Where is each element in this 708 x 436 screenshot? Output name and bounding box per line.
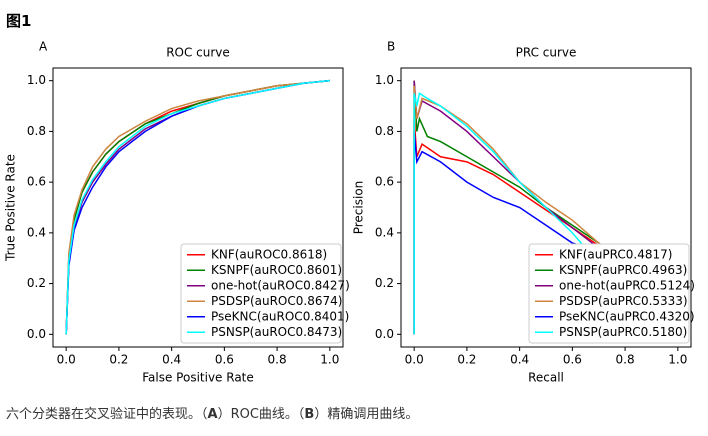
panel-label: A [39,40,48,54]
line-series [65,79,330,335]
x-tick-label: 0.6 [215,353,234,367]
legend-label: PSNSP(auPRC0.5180) [559,325,687,339]
line-series [413,80,605,335]
legend-label: KNF(auROC0.8618) [211,247,327,261]
legend-box [180,243,342,344]
line-series [413,131,589,335]
y-tick-label: 0.6 [27,175,46,189]
x-tick-label: 0.0 [405,353,424,367]
y-axis-label: True Positive Rate [4,154,18,262]
x-tick-label: 0.8 [268,353,287,367]
y-axis-label: Precision [352,181,366,235]
plot-frame [400,67,692,348]
line-series [413,85,610,335]
legend-label: PSNSP(auROC0.8473) [211,325,342,339]
chart-title: PRC curve [516,46,577,60]
x-tick-label: 0.6 [563,353,582,367]
x-tick-label: 0.4 [162,353,181,367]
caption-text: 六个分类器在交叉验证中的表现。（ [6,407,208,422]
legend-label: one-hot(auROC0.8427) [211,278,350,292]
y-tick-label: 0.4 [27,225,46,239]
line-series [65,79,330,335]
y-tick-label: 0.0 [27,327,46,341]
x-tick-label: 0.8 [616,353,635,367]
caption-bold: A [207,407,218,422]
plot-frame [52,67,344,348]
y-tick-label: 0.2 [375,276,394,290]
line-series [413,92,587,335]
panel-label: B [387,40,395,54]
chart-title: ROC curve [166,46,230,60]
y-tick-label: 0.8 [375,124,394,138]
figure-label: 图1 [6,12,32,30]
y-tick-label: 1.0 [375,73,394,87]
legend-label: PSDSP(auPRC0.5333) [559,294,688,308]
y-tick-label: 1.0 [27,73,46,87]
legend-label: one-hot(auPRC0.5124) [559,278,695,292]
caption: 六个分类器在交叉验证中的表现。（A）ROC曲线。（B）精确调用曲线。 [6,403,418,422]
legend-label: KSNPF(auROC0.8601) [211,263,342,277]
legend-label: PseKNC(auROC0.8401) [211,309,349,323]
chart: A ROC curve False Positive Rate True Positi… [4,40,695,385]
y-tick-label: 0.2 [27,276,46,290]
x-tick-label: 0.0 [57,353,76,367]
caption-bold: B [304,407,315,422]
x-tick-label: 0.2 [457,353,476,367]
legend-label: PSDSP(auROC0.8674) [211,294,342,308]
y-tick-label: 0.4 [375,225,394,239]
legend-label: PseKNC(auPRC0.4320) [559,309,695,323]
caption-text: ）ROC曲线。（ [217,407,305,422]
caption-text: ）精确调用曲线。 [314,407,419,422]
x-axis-label: False Positive Rate [142,371,254,385]
legend-box [528,243,690,344]
x-tick-label: 1.0 [320,353,339,367]
legend-label: KSNPF(auPRC0.4963) [559,263,687,277]
x-tick-label: 0.4 [510,353,529,367]
x-tick-label: 0.2 [109,353,128,367]
y-tick-label: 0.6 [375,175,394,189]
y-tick-label: 0.8 [27,124,46,138]
y-tick-label: 0.0 [375,327,394,341]
x-axis-label: Recall [528,371,564,385]
x-tick-label: 1.0 [668,353,687,367]
legend-label: KNF(auPRC0.4817) [559,247,672,261]
